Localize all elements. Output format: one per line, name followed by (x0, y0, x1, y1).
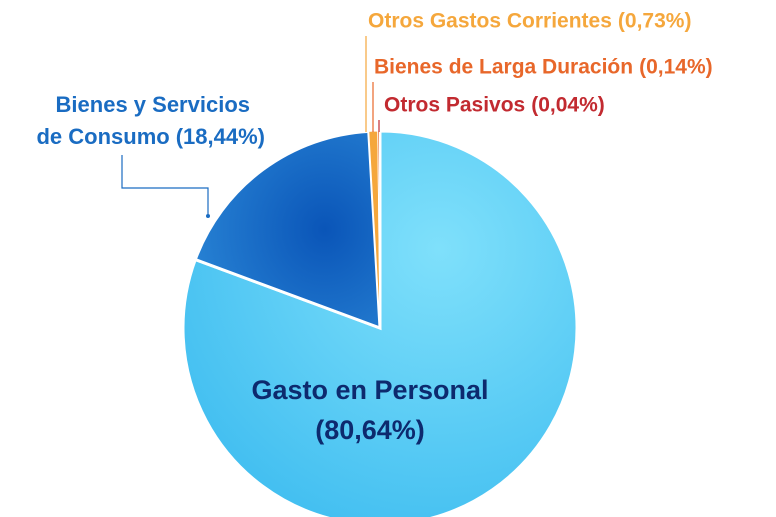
slice-label: Bienes y Servicios de Consumo (30, 92, 250, 149)
slice-value-label: (80,64%) (315, 415, 425, 445)
slice-label: Otros Gastos Corrientes (368, 10, 612, 33)
slice-value-label: (0,73%) (618, 10, 692, 33)
slice-label: Otros Pasivos (384, 94, 525, 117)
slice-value-label: (0,04%) (531, 94, 605, 117)
slice-value-label: (0,14%) (639, 56, 713, 79)
pie-slice (193, 129, 382, 331)
leader-dot (206, 214, 210, 218)
slice-value-label: (18,44%) (176, 124, 265, 149)
slice-label: Bienes de Larga Duración (374, 56, 633, 79)
leader-line (121, 155, 209, 214)
leader-lines (121, 36, 380, 218)
slice-label: Gasto en Personal (251, 375, 488, 405)
pie-slice (181, 129, 579, 517)
